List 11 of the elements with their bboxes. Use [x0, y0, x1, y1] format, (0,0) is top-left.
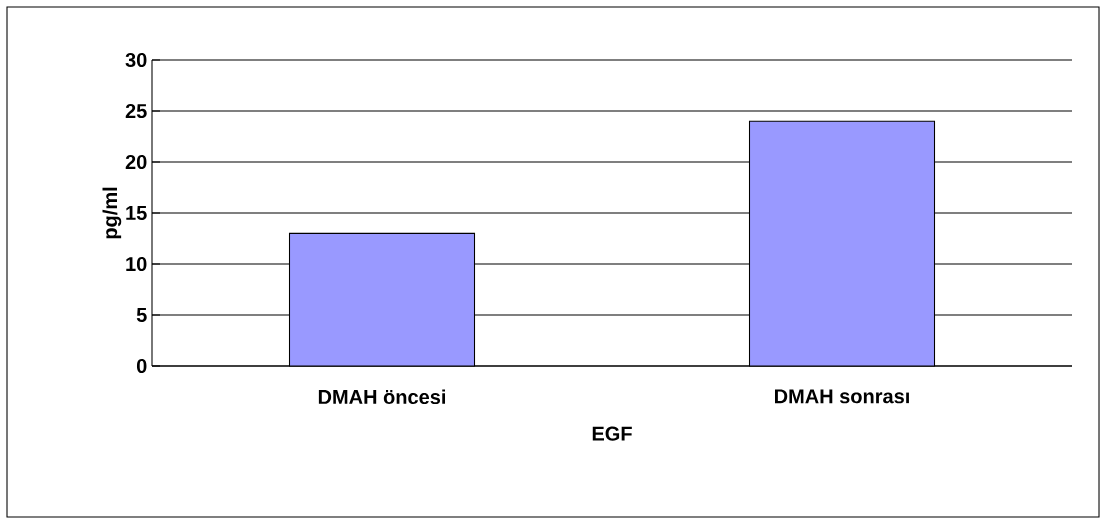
x-tick-label: DMAH öncesi	[318, 389, 446, 405]
x-axis-title: EGF	[592, 426, 632, 441]
y-tick-label: 0	[136, 358, 147, 374]
y-tick-label: 5	[136, 308, 147, 322]
y-tick-label: 10	[126, 256, 147, 272]
y-tick-label: 30	[125, 52, 147, 68]
y-tick-label: 20	[125, 154, 147, 170]
y-axis-title: pg/ml	[102, 187, 122, 239]
y-tick-label: 25	[125, 103, 147, 119]
x-tick-label: DMAH sonrası	[775, 389, 909, 404]
y-tick-label: 15	[126, 206, 147, 220]
